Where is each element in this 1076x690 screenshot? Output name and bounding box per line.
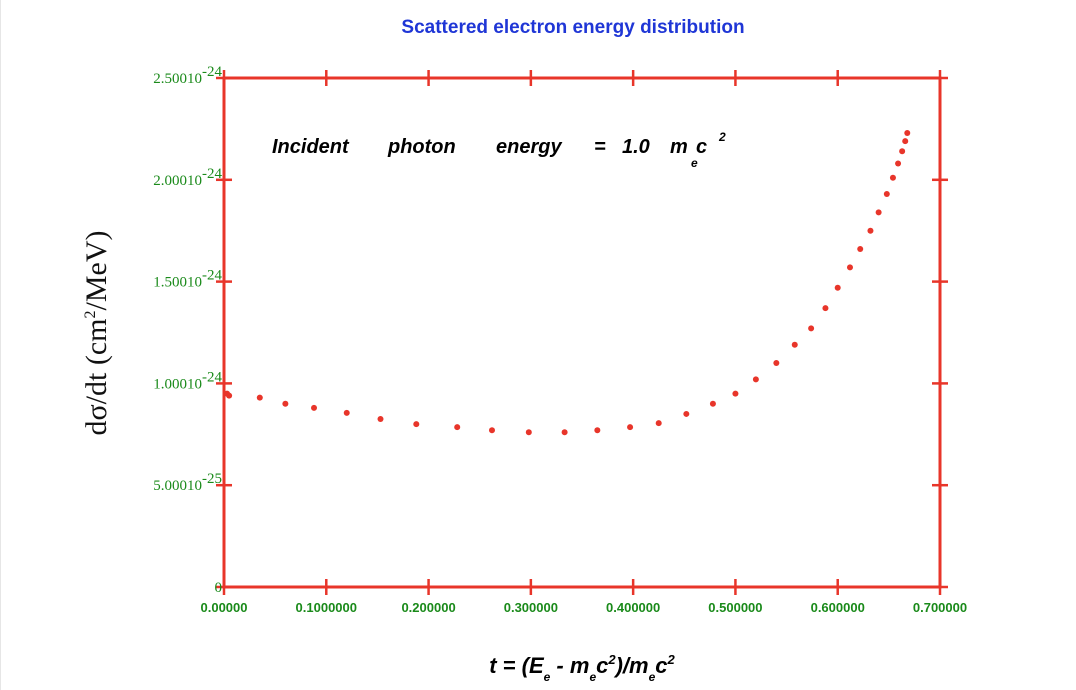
data-point [822, 305, 829, 312]
y-tick-label: 1.00010-24 [153, 369, 222, 392]
y-tick-label: 0 [215, 580, 223, 596]
data-point [655, 420, 662, 427]
y-axis-label: dσ/dt (cm2/MeV) [80, 231, 113, 436]
data-point [561, 429, 568, 436]
data-point [867, 227, 874, 234]
data-point [834, 284, 841, 291]
data-point [902, 138, 909, 145]
data-point [808, 325, 815, 332]
data-point [683, 410, 690, 417]
data-point [413, 421, 420, 428]
x-axis-label: t = (Ee - mec2)/mec2 [489, 652, 675, 684]
data-point [791, 341, 798, 348]
data-point [883, 191, 890, 198]
y-axis-ticks: 0 5.00010-25 1.00010-24 1.50010-24 2.00010-2… [153, 64, 948, 596]
data-point [488, 427, 495, 434]
data-point [377, 416, 384, 423]
data-points [224, 129, 911, 436]
data-point [773, 360, 780, 367]
x-tick-label: 0.300000 [504, 600, 558, 615]
data-point [732, 390, 739, 397]
x-tick-label: 0.700000 [913, 600, 967, 615]
data-point [594, 427, 601, 434]
data-point [899, 148, 906, 155]
y-tick-label: 2.00010-24 [153, 166, 222, 189]
data-point [846, 264, 853, 271]
data-point [282, 400, 289, 407]
plot-annotation: Incident photon energy = 1.0 m c e 2 [272, 130, 726, 172]
x-tick-label: 0.00000 [201, 600, 248, 615]
plot-frame [222, 76, 942, 589]
data-point [256, 394, 263, 401]
data-point [889, 174, 896, 181]
data-point [311, 404, 318, 411]
x-tick-label: 0.500000 [708, 600, 762, 615]
data-point [904, 129, 911, 136]
x-axis-ticks: 0.00000 0.1000000 0.200000 0.300000 0.400000… [201, 70, 967, 615]
data-point [895, 160, 902, 167]
y-tick-label: 5.00010-25 [153, 471, 222, 494]
data-point [525, 429, 532, 436]
x-tick-label: 0.1000000 [296, 600, 357, 615]
data-point [454, 424, 461, 431]
y-tick-label: 2.50010-24 [153, 64, 222, 87]
data-point [709, 400, 716, 407]
data-point [627, 424, 634, 431]
x-tick-label: 0.600000 [811, 600, 865, 615]
data-point [226, 392, 233, 399]
data-point [752, 376, 759, 383]
x-tick-label: 0.400000 [606, 600, 660, 615]
x-tick-label: 0.200000 [401, 600, 455, 615]
data-point [875, 209, 882, 216]
y-tick-label: 1.50010-24 [153, 268, 222, 291]
data-point [343, 409, 350, 416]
chart-title: Scattered electron energy distribution [401, 17, 744, 38]
data-point [857, 246, 864, 253]
